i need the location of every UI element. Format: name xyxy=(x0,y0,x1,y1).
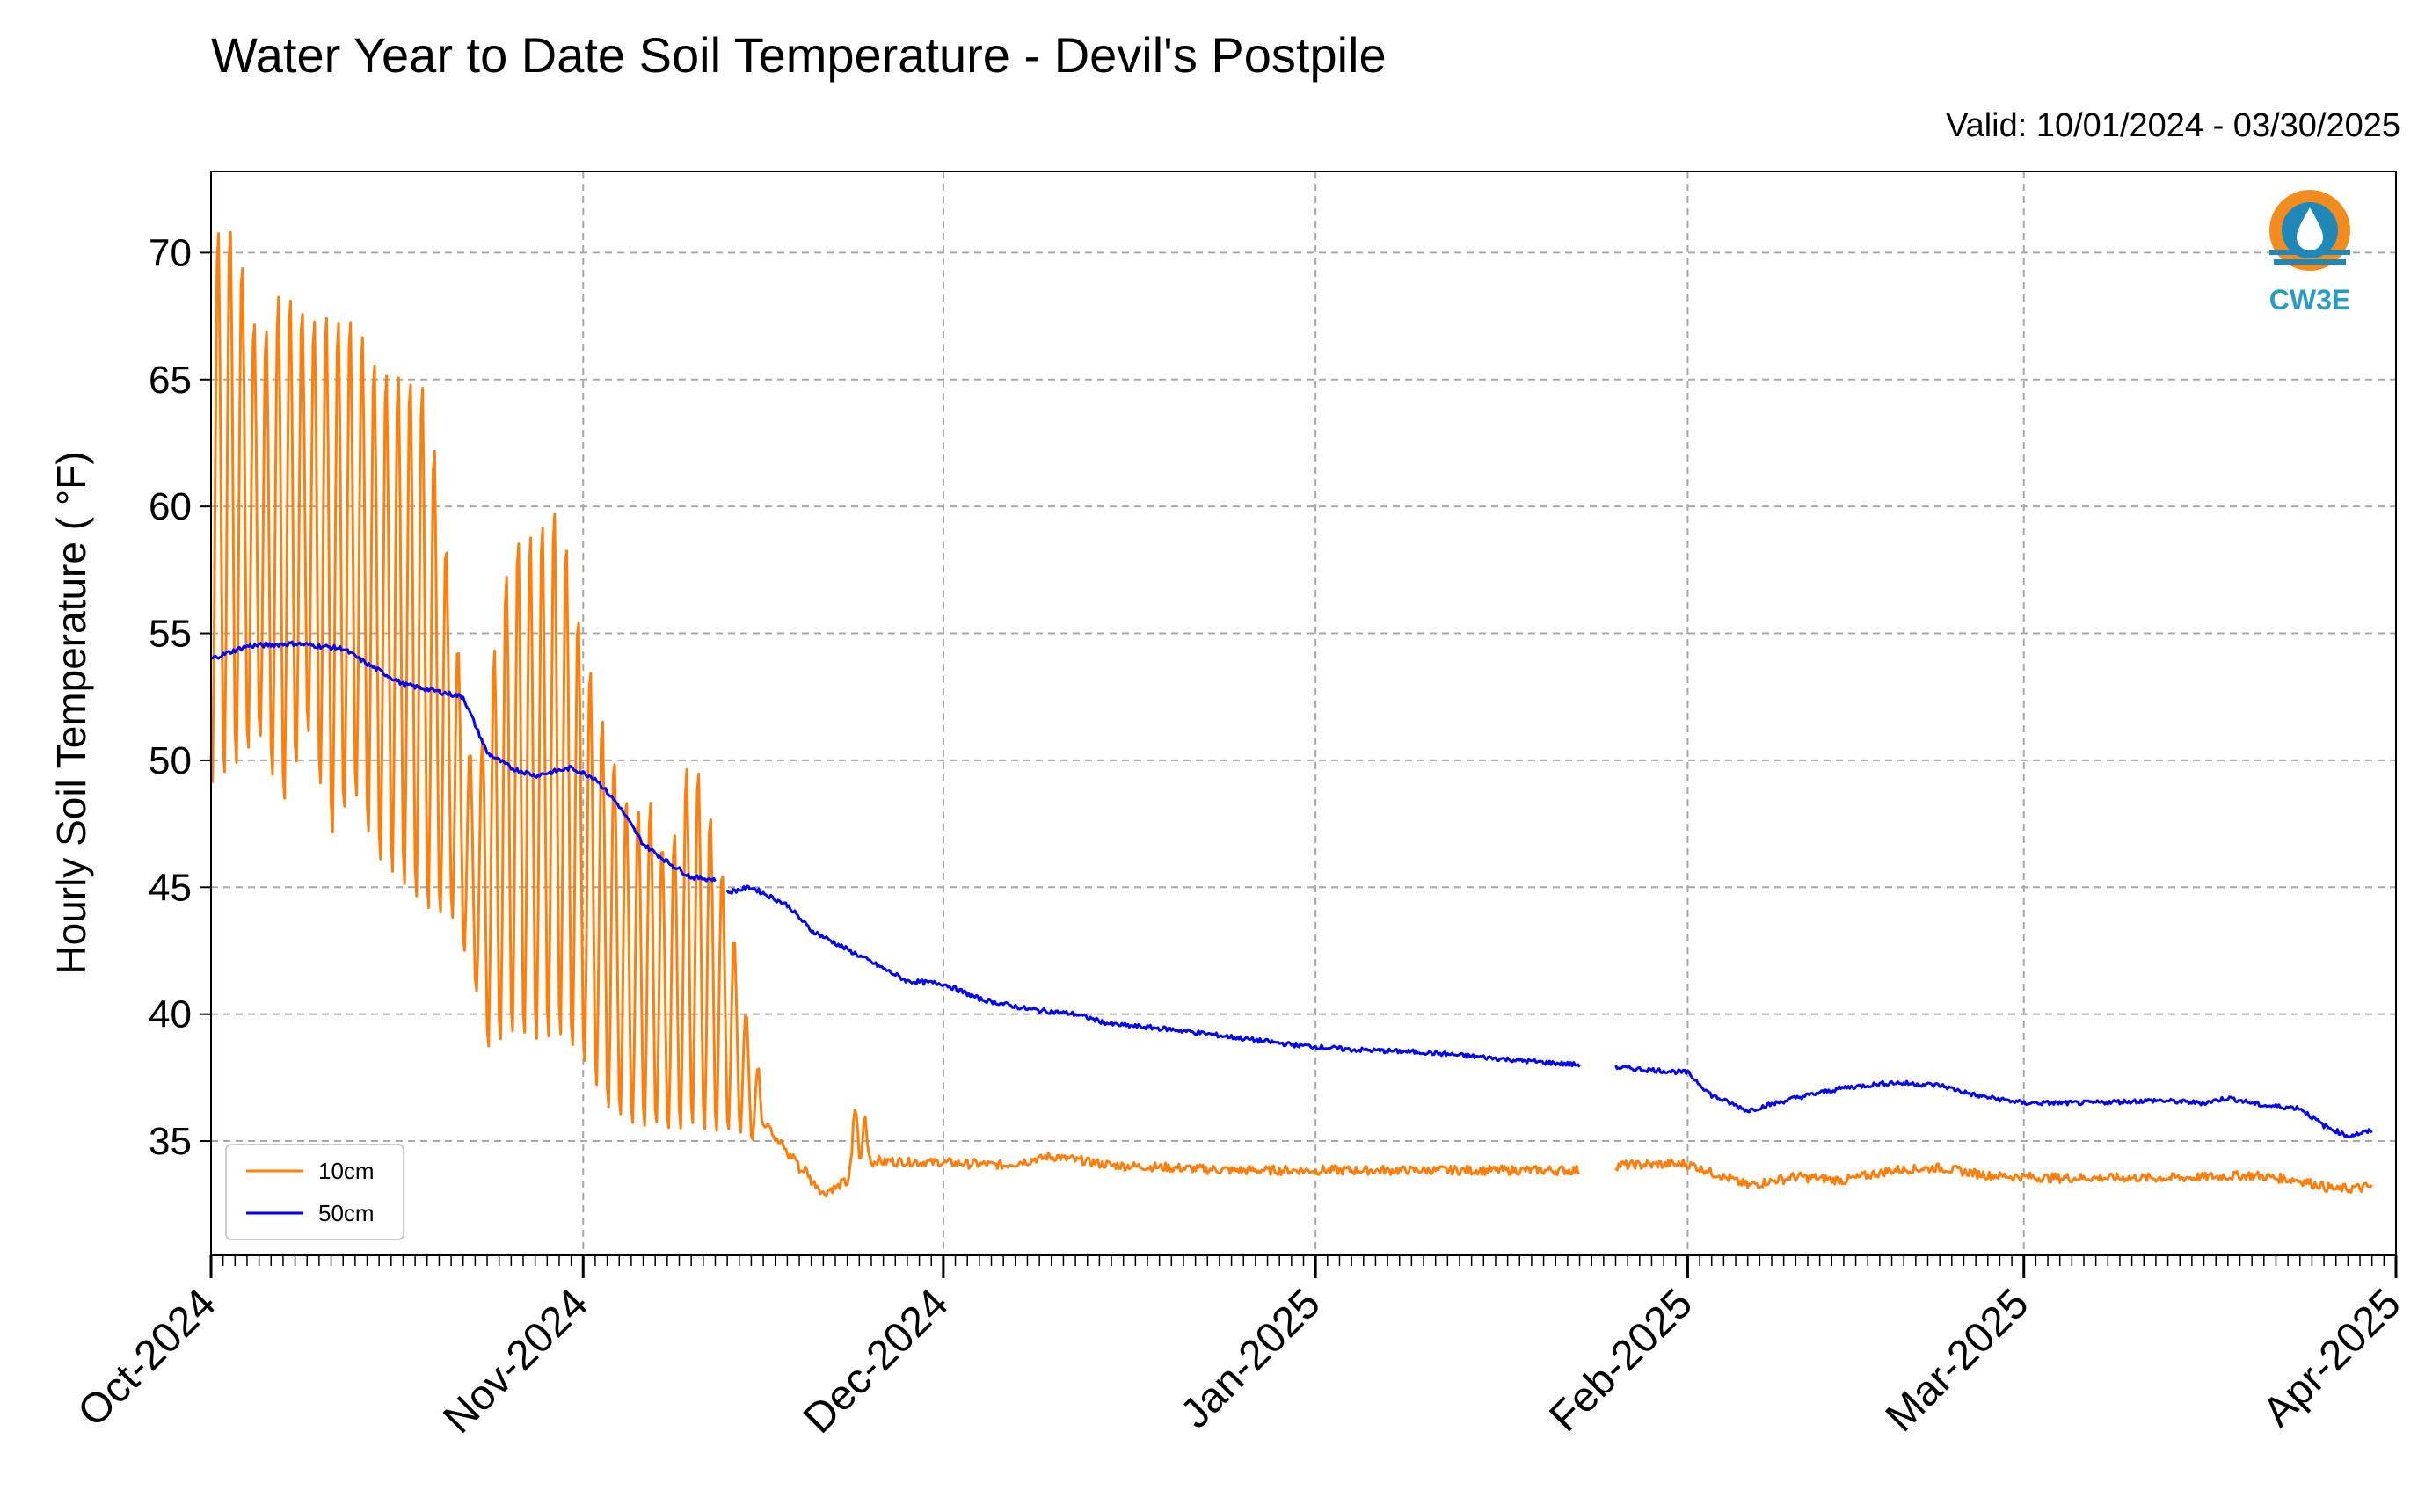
x-tick-label: Oct-2024 xyxy=(69,1280,225,1436)
y-tick-label: 40 xyxy=(149,993,192,1036)
legend-label-10cm: 10cm xyxy=(318,1158,375,1184)
y-axis-label: Hourly Soil Temperature ( °F) xyxy=(48,451,94,974)
x-tick-label: Jan-2025 xyxy=(1172,1280,1329,1437)
legend: 10cm 50cm xyxy=(225,1144,404,1240)
x-tick-label: Mar-2025 xyxy=(1877,1280,2038,1441)
y-tick-label: 50 xyxy=(149,739,192,782)
logo-drop-icon xyxy=(2297,207,2323,251)
chart-title: Water Year to Date Soil Temperature - De… xyxy=(211,27,1387,83)
y-tick-label: 60 xyxy=(149,485,192,528)
y-tick-label: 70 xyxy=(149,231,192,274)
legend-box xyxy=(225,1144,404,1240)
y-tick-label: 45 xyxy=(149,866,192,909)
x-tick-label: Feb-2025 xyxy=(1540,1280,1701,1441)
x-tick-label: Apr-2025 xyxy=(2254,1280,2410,1436)
series-line-10cm xyxy=(1614,1158,2373,1194)
x-tick-label: Dec-2024 xyxy=(795,1280,958,1443)
y-tick-label: 65 xyxy=(149,359,192,402)
chart-subtitle: Valid: 10/01/2024 - 03/30/2025 xyxy=(1946,107,2400,144)
logo-text: CW3E xyxy=(2269,284,2350,316)
y-tick-label: 55 xyxy=(149,613,192,656)
logo-wave-2 xyxy=(2274,259,2346,265)
logo-wave-1 xyxy=(2269,250,2350,255)
x-tick-label: Nov-2024 xyxy=(434,1280,597,1443)
series-line-50cm xyxy=(210,640,717,883)
grid-layer xyxy=(211,171,2396,1255)
series-line-10cm xyxy=(209,230,1581,1198)
series-layer xyxy=(209,230,2373,1198)
legend-label-50cm: 50cm xyxy=(318,1200,375,1226)
series-line-50cm xyxy=(1614,1065,2373,1138)
y-tick-label: 35 xyxy=(149,1120,192,1163)
cw3e-logo: CW3E xyxy=(2269,190,2350,316)
series-line-50cm xyxy=(725,884,1581,1068)
